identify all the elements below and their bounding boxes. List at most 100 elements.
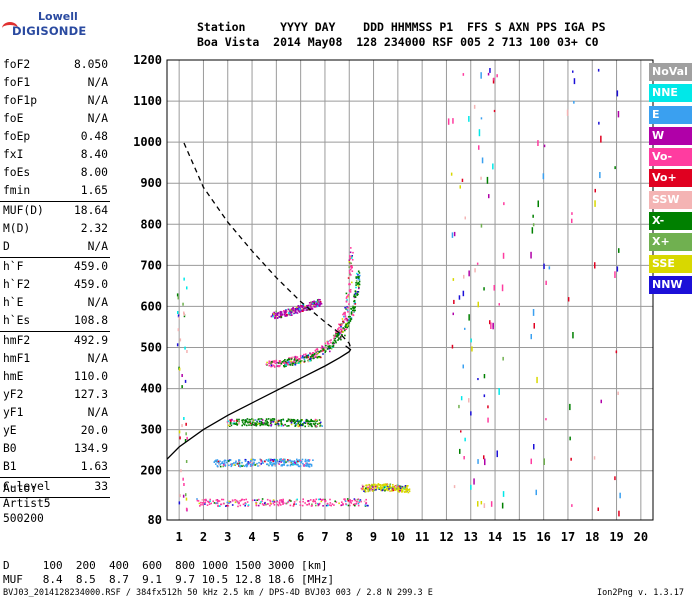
echo-point bbox=[270, 365, 272, 368]
echo-point bbox=[351, 255, 353, 257]
echo-point bbox=[344, 500, 347, 503]
echo-point bbox=[221, 498, 223, 501]
echo-point bbox=[282, 418, 284, 421]
echo-point bbox=[351, 257, 353, 259]
param-row-fof2: foF2 8.050 bbox=[0, 56, 110, 74]
echo-point bbox=[344, 306, 346, 309]
echo-point bbox=[384, 483, 387, 485]
echo-point bbox=[339, 324, 341, 326]
echo-point bbox=[285, 309, 287, 312]
echo-point bbox=[353, 300, 355, 303]
echo-point bbox=[346, 322, 349, 325]
echo-point bbox=[347, 293, 350, 296]
noise-point bbox=[462, 364, 464, 369]
echo-point bbox=[268, 364, 270, 367]
echo-point bbox=[223, 462, 226, 464]
echo-point bbox=[365, 484, 367, 487]
echo-point bbox=[330, 504, 332, 507]
noise-point bbox=[483, 503, 486, 508]
echo-point bbox=[208, 501, 210, 504]
echo-point bbox=[280, 501, 283, 503]
echo-point bbox=[301, 504, 304, 507]
echo-point bbox=[341, 501, 343, 503]
echo-point bbox=[338, 329, 341, 332]
echo-point bbox=[349, 504, 351, 507]
noise-point bbox=[459, 448, 461, 454]
echo-point bbox=[314, 500, 316, 503]
echo-point bbox=[310, 357, 312, 360]
noise-point bbox=[177, 311, 179, 314]
echo-point bbox=[349, 256, 351, 258]
echo-point bbox=[292, 460, 295, 463]
y-tick-label: 500 bbox=[140, 341, 162, 355]
echo-point bbox=[294, 309, 297, 312]
echo-point bbox=[274, 458, 277, 461]
noise-point bbox=[177, 296, 179, 300]
echo-point bbox=[269, 504, 271, 507]
param-name: fxI bbox=[3, 148, 24, 161]
echo-point bbox=[371, 490, 374, 492]
echo-point bbox=[348, 303, 350, 305]
echo-point bbox=[260, 459, 263, 461]
echo-point bbox=[373, 483, 375, 486]
echo-point bbox=[355, 282, 357, 284]
echo-point bbox=[297, 460, 299, 463]
echo-point bbox=[303, 356, 306, 359]
echo-point bbox=[322, 353, 324, 355]
echo-point bbox=[304, 464, 307, 466]
echo-point bbox=[289, 310, 291, 312]
echo-point bbox=[324, 498, 326, 501]
echo-point bbox=[254, 419, 256, 421]
echo-point bbox=[234, 499, 237, 501]
echo-point bbox=[283, 310, 285, 312]
echo-point bbox=[280, 420, 282, 423]
echo-point bbox=[330, 345, 332, 347]
echo-point bbox=[260, 423, 263, 426]
echo-point bbox=[292, 307, 294, 309]
echo-point bbox=[270, 315, 273, 318]
echo-point bbox=[279, 313, 282, 315]
echo-point bbox=[280, 423, 282, 426]
echo-point bbox=[358, 286, 360, 289]
echo-point bbox=[345, 503, 347, 505]
echo-point bbox=[239, 504, 242, 507]
echo-point bbox=[257, 465, 259, 467]
echo-point bbox=[268, 360, 271, 363]
autoscaling-info: Auto: Artist5 500200 bbox=[3, 481, 51, 526]
echo-point bbox=[248, 424, 250, 426]
echo-point bbox=[246, 424, 248, 427]
echo-point bbox=[261, 498, 264, 500]
echo-point bbox=[320, 499, 323, 501]
noise-point bbox=[594, 200, 596, 207]
echo-point bbox=[246, 464, 249, 467]
echo-point bbox=[323, 349, 325, 351]
noise-point bbox=[480, 117, 483, 120]
echo-point bbox=[301, 306, 303, 308]
noise-point bbox=[543, 458, 545, 465]
echo-point bbox=[386, 483, 389, 486]
echo-point bbox=[345, 297, 348, 299]
echo-point bbox=[342, 331, 344, 333]
echo-point bbox=[218, 505, 221, 507]
echo-point bbox=[276, 365, 279, 367]
noise-point bbox=[473, 478, 475, 485]
noise-point bbox=[572, 70, 574, 73]
echo-point bbox=[369, 489, 372, 492]
echo-point bbox=[288, 362, 291, 365]
echo-point bbox=[198, 502, 201, 505]
echo-point bbox=[196, 498, 198, 500]
echo-point bbox=[379, 484, 382, 486]
echo-point bbox=[386, 488, 388, 491]
noise-point bbox=[571, 212, 573, 215]
param-row-foe: foE N/A bbox=[0, 110, 110, 128]
noise-point bbox=[543, 263, 545, 269]
echo-point bbox=[314, 301, 316, 303]
echo-point bbox=[270, 362, 272, 364]
echo-point bbox=[224, 459, 227, 462]
echo-point bbox=[235, 422, 238, 424]
legend-item-voplus: Vo+ bbox=[649, 169, 692, 188]
noise-point bbox=[177, 314, 180, 318]
echo-point bbox=[344, 499, 346, 502]
echo-point bbox=[279, 364, 281, 367]
echo-point bbox=[352, 313, 354, 316]
